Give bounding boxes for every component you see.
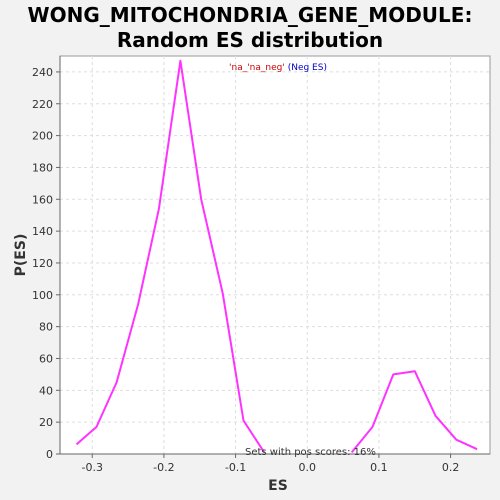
y-tick-label: 140 xyxy=(32,225,53,238)
x-tick-label: 0.2 xyxy=(442,461,460,474)
y-tick-label: 80 xyxy=(39,321,53,334)
y-tick-label: 60 xyxy=(39,352,53,365)
legend-label-name: 'na_'na_neg' xyxy=(229,63,285,73)
pos-scores-annotation: Sets with pos scores: 16% xyxy=(245,447,376,458)
x-tick-label: 0.0 xyxy=(299,461,317,474)
y-tick-label: 100 xyxy=(32,289,53,302)
y-tick-label: 220 xyxy=(32,98,53,111)
chart-title-line2: Random ES distribution xyxy=(117,28,383,52)
y-tick-label: 20 xyxy=(39,416,53,429)
x-tick-label: -0.1 xyxy=(225,461,246,474)
plot-area xyxy=(59,55,491,455)
y-tick-label: 240 xyxy=(32,66,53,79)
x-tick-label: -0.3 xyxy=(82,461,103,474)
series-lines xyxy=(75,59,478,454)
x-tick-label: 0.1 xyxy=(370,461,388,474)
legend: 'na_'na_neg' (Neg ES) xyxy=(229,63,327,73)
y-tick-label: 0 xyxy=(46,448,53,461)
axes: -0.3 -0.2 -0.1 0.0 0.1 0.2 0 20 40 60 80 100 120 140 1… xyxy=(32,56,490,474)
series-line xyxy=(75,59,266,453)
x-axis-label: ES xyxy=(268,478,288,494)
y-tick-label: 180 xyxy=(32,161,53,174)
series-line xyxy=(350,370,478,454)
x-tick-label: -0.2 xyxy=(153,461,174,474)
grid-lines xyxy=(60,56,490,455)
y-tick-label: 160 xyxy=(32,193,53,206)
y-tick-label: 200 xyxy=(32,130,53,143)
y-tick-label: 40 xyxy=(39,384,53,397)
y-axis-label: P(ES) xyxy=(13,234,29,277)
chart-title-line1: WONG_MITOCHONDRIA_GENE_MODULE: xyxy=(28,3,473,27)
legend-label-type: (Neg ES) xyxy=(285,63,327,73)
y-tick-label: 120 xyxy=(32,257,53,270)
